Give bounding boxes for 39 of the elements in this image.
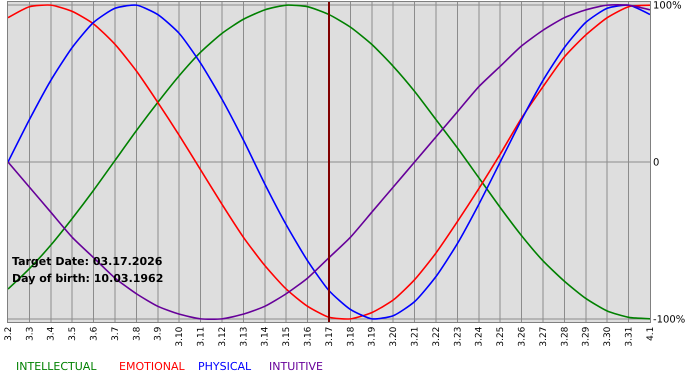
text: INTELLECTUAL bbox=[16, 360, 98, 373]
x-tick-label: 3.6 bbox=[90, 326, 100, 341]
x-tick-label: 3.19 bbox=[368, 326, 378, 347]
x-tick-label: 3.22 bbox=[432, 326, 442, 347]
line-series bbox=[8, 4, 650, 320]
x-tick-label: 3.14 bbox=[260, 326, 271, 347]
x-tick-label: 3.20 bbox=[389, 326, 400, 347]
text: EMOTIONAL bbox=[119, 360, 186, 373]
x-tick-label: 3.13 bbox=[239, 326, 250, 347]
x-tick-label: 3.5 bbox=[68, 326, 78, 341]
y-tick-label: 100% bbox=[653, 0, 682, 12]
x-tick-label: 3.24 bbox=[474, 326, 485, 347]
x-tick-label: 3.23 bbox=[453, 326, 464, 347]
x-tick-label: 4.1 bbox=[646, 326, 656, 341]
x-tick-label: 3.17 bbox=[324, 326, 335, 347]
x-tick-label: 3.27 bbox=[538, 326, 549, 347]
text: INTUITIVE bbox=[269, 360, 323, 373]
x-tick-label: 3.8 bbox=[132, 326, 142, 341]
x-tick-label: 3.4 bbox=[46, 326, 57, 341]
x-tick-label: 3.11 bbox=[196, 326, 207, 347]
x-tick-label: 3.18 bbox=[346, 326, 356, 347]
x-tick-label: 3.30 bbox=[603, 326, 614, 347]
x-tick-label: 3.15 bbox=[282, 326, 292, 347]
y-tick-label: 0 bbox=[653, 158, 660, 168]
x-tick-label: 3.26 bbox=[518, 326, 528, 347]
x-tick-label: 3.12 bbox=[218, 326, 228, 347]
x-tick-label: 3.28 bbox=[560, 326, 570, 347]
x-tick-label: 3.10 bbox=[175, 326, 186, 347]
x-tick-label: 3.29 bbox=[582, 326, 592, 347]
text: PHYSICAL bbox=[198, 360, 252, 373]
y-tick-label: -100% bbox=[653, 314, 686, 326]
x-tick-label: 3.21 bbox=[410, 326, 421, 347]
x-tick-label: 3.9 bbox=[154, 326, 164, 341]
x-tick-label: 3.7 bbox=[110, 326, 121, 341]
x-tick-label: 3.2 bbox=[4, 326, 14, 341]
x-tick-label: 3.3 bbox=[25, 326, 36, 341]
x-tick-label: 3.31 bbox=[624, 326, 635, 347]
x-tick-label: 3.25 bbox=[496, 326, 506, 347]
x-tick-label: 3.16 bbox=[304, 326, 314, 347]
